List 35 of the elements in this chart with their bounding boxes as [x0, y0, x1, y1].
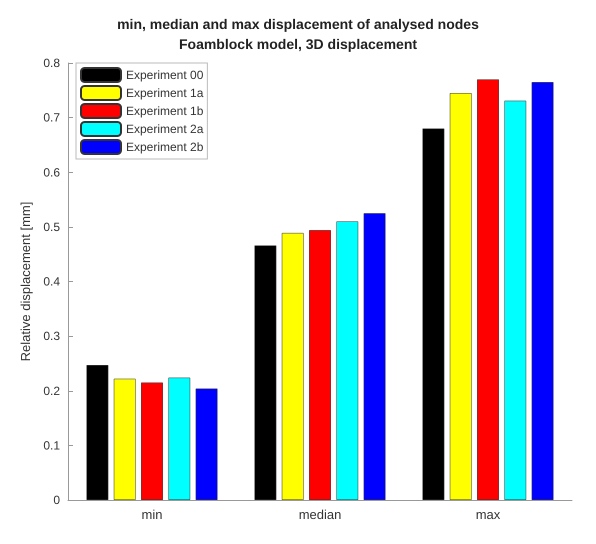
bar — [309, 230, 331, 500]
bar — [364, 213, 386, 500]
x-tick-label: max — [476, 507, 501, 522]
bar — [168, 378, 190, 500]
bar — [477, 79, 499, 500]
y-axis-title: Relative displacement [mm] — [18, 202, 33, 362]
y-tick-label: 0.1 — [43, 438, 60, 452]
bar — [141, 382, 163, 500]
bar — [254, 245, 276, 500]
y-tick-label: 0.8 — [43, 56, 60, 70]
chart-subtitle: Foamblock model, 3D displacement — [178, 36, 418, 52]
x-tick-label: median — [298, 507, 342, 522]
bar — [532, 82, 554, 500]
bar — [422, 128, 444, 500]
bar — [450, 93, 472, 500]
bar — [336, 221, 358, 500]
bar — [282, 232, 304, 500]
y-tick-label: 0.6 — [43, 165, 60, 180]
y-tick-label: 0.2 — [43, 384, 60, 398]
y-tick-label: 0 — [53, 493, 60, 507]
legend-label: Experiment 1b — [126, 104, 204, 118]
bar — [114, 378, 136, 500]
x-tick-label: min — [142, 507, 162, 522]
legend-label: Experiment 2a — [126, 122, 204, 136]
chart-title: min, median and max displacement of analysed nodes — [117, 16, 480, 32]
bar — [196, 388, 218, 500]
y-tick-label: 0.3 — [43, 329, 60, 344]
legend-label: Experiment 2b — [126, 140, 204, 154]
bar — [86, 365, 108, 500]
y-tick-label: 0.7 — [43, 110, 60, 125]
legend-label: Experiment 00 — [126, 68, 204, 82]
y-tick-label: 0.4 — [43, 274, 60, 288]
y-tick-label: 0.5 — [43, 220, 60, 234]
bar — [504, 100, 526, 500]
legend-label: Experiment 1a — [126, 86, 204, 100]
